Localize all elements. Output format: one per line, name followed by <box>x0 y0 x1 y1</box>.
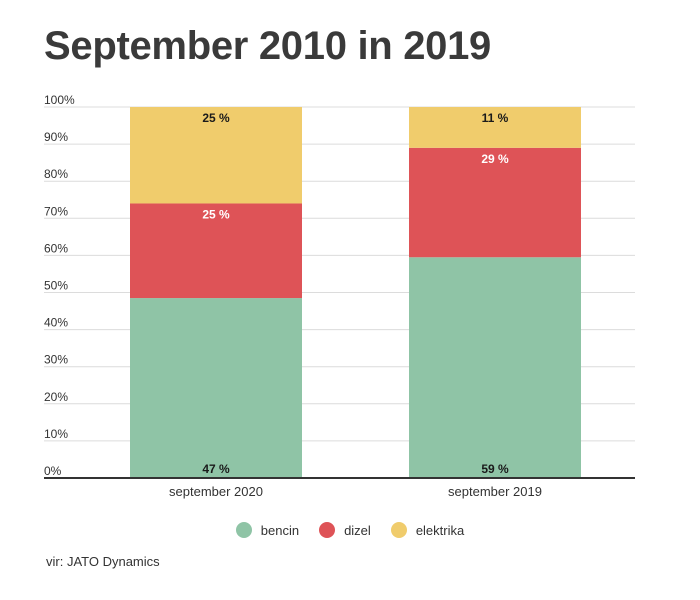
legend-swatch-dizel <box>319 522 336 538</box>
bar-segment-elektrika <box>409 107 581 148</box>
y-tick-label: 10% <box>44 427 68 441</box>
y-tick-label: 30% <box>44 353 68 367</box>
data-label-dizel: 25 % <box>202 207 230 221</box>
bar-segment-dizel <box>409 147 581 258</box>
y-tick-label: 90% <box>44 130 68 144</box>
y-tick-label: 70% <box>44 204 68 218</box>
data-label-dizel: 29 % <box>481 152 509 166</box>
x-category-label: september 2019 <box>448 484 542 499</box>
legend-label-elektrika: elektrika <box>415 522 465 538</box>
data-label-bencin: 59 % <box>481 462 509 476</box>
y-tick-label: 0% <box>44 464 62 478</box>
chart-title: September 2010 in 2019 <box>44 24 491 68</box>
bar-segment-bencin <box>130 298 302 478</box>
bar-segment-elektrika <box>130 107 302 204</box>
y-tick-label: 40% <box>44 316 68 330</box>
legend-swatch-bencin <box>235 522 252 538</box>
legend-swatch-elektrika <box>390 522 407 538</box>
legend-item-elektrika: elektrika <box>390 522 465 538</box>
data-label-elektrika: 11 % <box>482 111 509 125</box>
x-category-label: september 2020 <box>169 484 263 499</box>
source-note: vir: JATO Dynamics <box>46 554 160 569</box>
data-label-bencin: 47 % <box>202 462 230 476</box>
legend: bencin dizel elektrika <box>0 522 700 538</box>
y-tick-label: 100% <box>44 93 75 107</box>
bar-segment-bencin <box>409 257 581 478</box>
data-label-elektrika: 25 % <box>202 111 230 125</box>
y-tick-label: 20% <box>44 390 68 404</box>
legend-item-dizel: dizel <box>319 522 371 538</box>
bar-segment-dizel <box>130 203 302 299</box>
legend-item-bencin: bencin <box>235 522 300 538</box>
y-tick-label: 50% <box>44 279 68 293</box>
stacked-bar-chart: 0% 10% 20% 30% 40% 50% 60% 70% 80% 90% 100% 47 % 25 … <box>44 93 635 499</box>
y-tick-label: 80% <box>44 167 68 181</box>
legend-label-bencin: bencin <box>260 522 300 538</box>
legend-label-dizel: dizel <box>344 522 371 538</box>
y-tick-label: 60% <box>44 241 68 255</box>
